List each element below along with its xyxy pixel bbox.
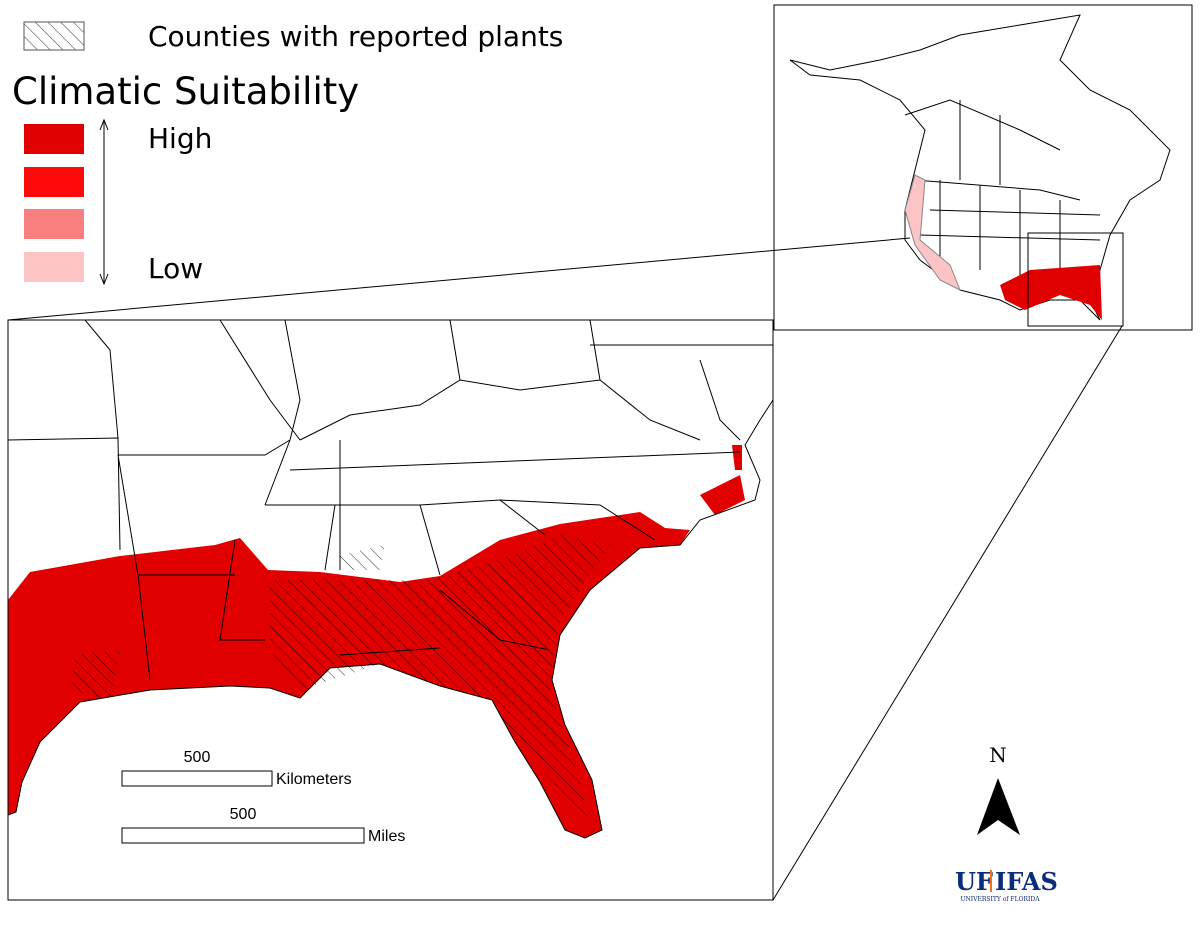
logo-uf: UF	[955, 867, 993, 896]
legend-high: High	[148, 122, 212, 155]
km-unit: Kilometers	[276, 771, 352, 788]
swatch-2	[24, 167, 84, 197]
mi-value: 500	[230, 806, 257, 823]
main-map	[8, 320, 773, 839]
mi-unit: Miles	[368, 828, 405, 845]
reported-counties	[70, 535, 610, 830]
inset-boundaries	[904, 99, 1101, 290]
connector-lines	[7, 237, 1123, 901]
legend-low: Low	[148, 252, 203, 285]
suitability-nc	[700, 445, 745, 515]
legend-title: Climatic Suitability	[12, 70, 359, 113]
swatch-1	[24, 124, 84, 154]
north-label: N	[989, 743, 1007, 767]
logo-university: UNIVERSITY of FLORIDA	[960, 896, 1040, 903]
inset-high	[1000, 265, 1102, 320]
north-arrow	[977, 778, 1020, 835]
hatch-swatch	[23, 21, 85, 51]
legend-arrowheads	[99, 118, 109, 286]
coastline	[8, 399, 773, 839]
logo-ifas: IFAS	[995, 867, 1058, 896]
inset-extent	[1027, 232, 1124, 327]
state-boundaries	[8, 320, 773, 681]
legend-hatch-label: Counties with reported plants	[148, 20, 563, 53]
swatch-3	[24, 209, 84, 239]
inset-frame	[773, 4, 1193, 331]
swatch-4	[24, 252, 84, 282]
inset-low	[904, 174, 961, 292]
km-scale-bar	[121, 770, 273, 787]
north-america	[789, 14, 1171, 321]
mi-scale-bar	[121, 827, 365, 844]
inset-map	[789, 14, 1171, 327]
main-map-frame	[7, 319, 774, 901]
km-value: 500	[184, 749, 211, 766]
